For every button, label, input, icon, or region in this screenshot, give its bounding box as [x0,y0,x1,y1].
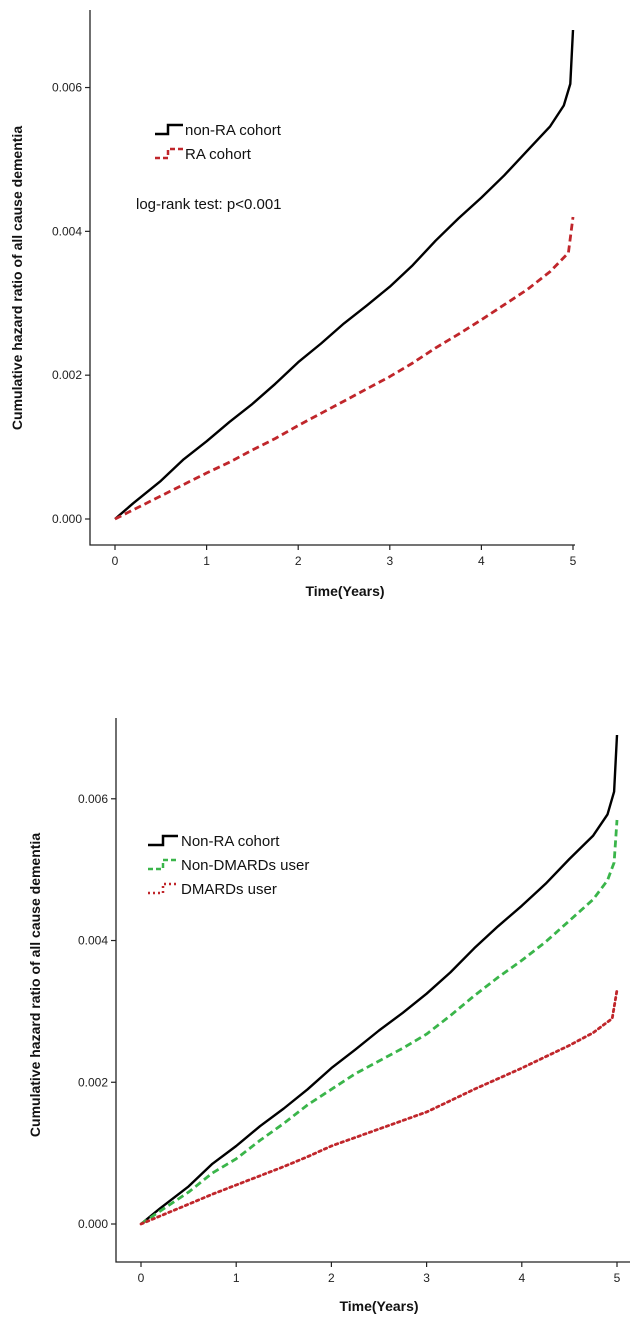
series-line-dmards-user [139,988,619,1226]
legend-label-non-ra: non-RA cohort [185,122,282,139]
legend-label-non-dmards: Non-DMARDs user [181,857,309,874]
legend-swatch-ra [155,147,183,160]
series-line-ra-cohort [114,216,575,521]
x-tick-label: 2 [295,554,302,568]
legend-label-non-ra: Non-RA cohort [181,833,280,850]
log-rank-annotation: log-rank test: p<0.001 [136,196,282,213]
x-tick-label: 1 [233,1271,240,1285]
legend: Non-RA cohort Non-DMARDs user DMARDs use… [148,833,309,898]
legend-swatch-dmards [148,882,178,895]
legend-swatch-non-ra [155,123,183,136]
x-axis-title: Time(Years) [305,583,384,599]
x-tick-label: 3 [423,1271,430,1285]
y-tick-label: 0.006 [78,792,108,806]
y-tick-label: 0.002 [78,1075,108,1089]
chart-panel-1: Cumulative hazard ratio of all cause dem… [9,10,577,599]
x-tick-label: 4 [478,554,485,568]
y-tick-label: 0.000 [78,1217,108,1231]
axes-frame [115,718,630,1263]
axes-frame [89,10,575,546]
legend-label-ra: RA cohort [185,146,252,163]
x-tick-label: 1 [203,554,210,568]
y-tick-label: 0.004 [78,934,108,948]
x-tick-label: 4 [518,1271,525,1285]
series-line-non-ra-cohort [140,734,619,1225]
legend-label-dmards: DMARDs user [181,881,277,898]
y-axis-title: Cumulative hazard ratio of all cause dem… [27,833,43,1137]
y-axis-title: Cumulative hazard ratio of all cause dem… [9,126,25,430]
series-line-non-ra-cohort [114,29,575,520]
x-axis-title: Time(Years) [339,1298,418,1314]
y-tick-label: 0.002 [52,368,82,382]
x-tick-label: 0 [138,1271,145,1285]
x-tick-label: 5 [614,1271,621,1285]
y-tick-label: 0.000 [52,512,82,526]
y-tick-label: 0.006 [52,81,82,95]
chart-panel-2: Cumulative hazard ratio of all cause dem… [27,718,630,1314]
x-tick-label: 5 [570,554,577,568]
y-tick-label: 0.004 [52,224,82,238]
legend-swatch-non-ra [148,834,178,847]
x-tick-label: 2 [328,1271,335,1285]
x-tick-label: 0 [112,554,119,568]
x-tick-label: 3 [386,554,393,568]
legend: non-RA cohort RA cohort [155,122,282,163]
legend-swatch-non-dmards [148,858,178,871]
